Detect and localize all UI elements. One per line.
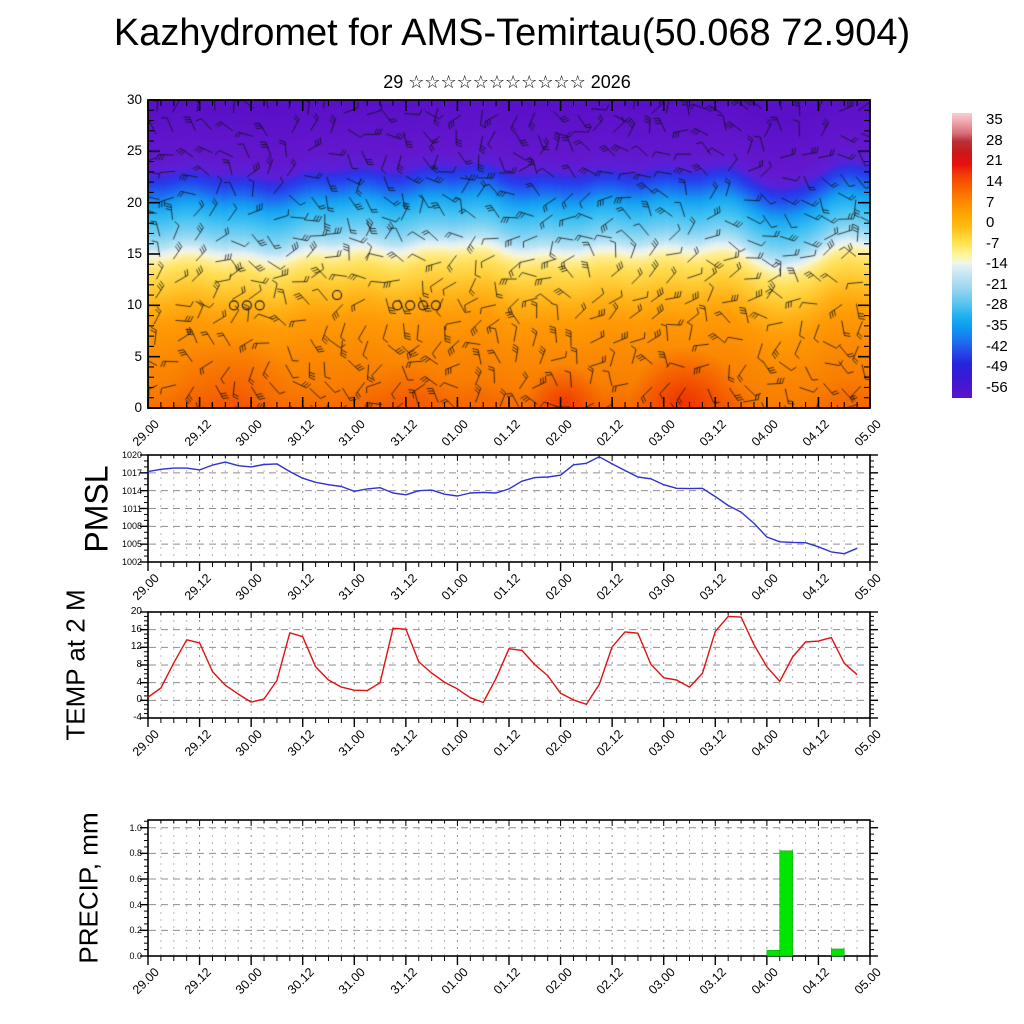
y-tick-label: 16 <box>130 623 142 635</box>
colorbar-tick-label: -49 <box>986 358 1008 376</box>
y-tick-label: 1005 <box>121 539 142 550</box>
colorbar-tick-label: -14 <box>986 255 1008 273</box>
y-tick-label: 5 <box>134 348 142 364</box>
y-tick-label: 1017 <box>121 467 142 478</box>
colorbar-tick-label: 0 <box>986 214 995 232</box>
y-tick-label: 0.8 <box>129 848 142 859</box>
y-tick-label: -4 <box>133 712 142 723</box>
y-tick-label: 1020 <box>121 450 142 460</box>
colorbar-tick-label: -28 <box>986 296 1008 314</box>
y-tick-label: 20 <box>130 606 142 617</box>
colorbar-tick-label: 14 <box>986 173 1003 191</box>
precip-bar <box>831 948 845 957</box>
y-tick-label: 1011 <box>122 503 142 514</box>
colorbar-tick-label: 35 <box>986 111 1003 129</box>
y-tick-label: 0.0 <box>129 951 142 961</box>
page-title: Kazhydromet for AMS-Temirtau(50.068 72.9… <box>113 12 911 54</box>
cross-section-field <box>148 100 870 408</box>
y-tick-label: 8 <box>136 659 142 670</box>
y-tick-label: 4 <box>136 676 142 688</box>
y-tick-label: 0 <box>136 694 142 706</box>
colorbar <box>952 113 972 398</box>
y-tick-label: 20 <box>126 194 142 210</box>
precip-bar <box>779 850 793 957</box>
colorbar-tick-label: -42 <box>986 337 1008 355</box>
y-tick-label: 30 <box>126 92 142 107</box>
y-tick-label: 0.4 <box>129 899 142 910</box>
y-tick-label: 1002 <box>121 557 142 567</box>
colorbar-tick-label: 7 <box>986 193 995 211</box>
y-tick-label: 12 <box>130 641 142 653</box>
colorbar-tick-label: 28 <box>986 131 1003 149</box>
colorbar-tick-label: 21 <box>986 152 1003 170</box>
colorbar-tick-label: -7 <box>986 234 1000 252</box>
colorbar-tick-label: -35 <box>986 317 1008 334</box>
y-tick-label: 0.6 <box>129 874 142 885</box>
y-tick-label: 10 <box>126 297 142 313</box>
y-tick-label: 1.0 <box>129 822 142 833</box>
y-tick-label: 25 <box>126 143 142 159</box>
y-tick-label: 1014 <box>121 485 142 496</box>
precip-bar <box>766 949 780 957</box>
colorbar-tick-label: -21 <box>986 275 1008 293</box>
y-tick-label: 15 <box>126 246 142 261</box>
chart-subtitle: 29 ☆☆☆☆☆☆☆☆☆☆☆ 2026 <box>383 72 631 92</box>
y-tick-label: 0 <box>134 400 142 415</box>
y-tick-label: 1008 <box>121 521 142 532</box>
colorbar-tick-label: -56 <box>986 378 1008 396</box>
y-tick-label: 0.2 <box>129 925 142 936</box>
